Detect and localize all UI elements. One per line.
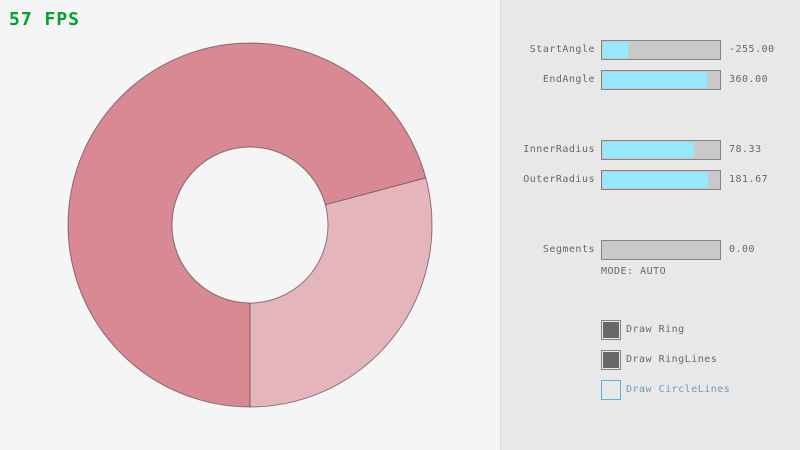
checkbox-row-draw-circlelines: Draw CircleLines (601, 380, 800, 400)
innerradius-value: 78.33 (729, 144, 762, 155)
startangle-slider-fill (603, 42, 629, 58)
checkbox-row-draw-ringlines: Draw RingLines (601, 350, 800, 370)
endangle-slider-fill (603, 72, 708, 88)
startangle-sliderbar[interactable] (601, 40, 721, 60)
draw-circlelines-label: Draw CircleLines (626, 384, 731, 395)
ring-light-sector (250, 177, 432, 407)
ring-cap-line-start (325, 177, 426, 206)
slider-row-innerradius: InnerRadius 78.33 (501, 140, 800, 160)
draw-ring-checkbox[interactable] (601, 320, 621, 340)
outerradius-value: 181.67 (729, 174, 769, 185)
segments-value: 0.00 (729, 244, 756, 255)
innerradius-sliderbar[interactable] (601, 140, 721, 160)
fps-counter: 57 FPS (9, 9, 81, 30)
outerradius-label: OuterRadius (523, 174, 595, 185)
innerradius-label: InnerRadius (523, 144, 595, 155)
slider-row-segments: Segments 0.00 (501, 240, 800, 260)
innerradius-slider-fill (603, 142, 694, 158)
checkbox-row-draw-ring: Draw Ring (601, 320, 800, 340)
outerradius-sliderbar[interactable] (601, 170, 721, 190)
draw-ringlines-checkbox[interactable] (601, 350, 621, 370)
segments-sliderbar[interactable] (601, 240, 721, 260)
ring-outline-outer (67, 42, 433, 408)
outerradius-slider-fill (603, 172, 709, 188)
control-panel: StartAngle -255.00 EndAngle 360.00 Inner… (500, 0, 800, 450)
endangle-label: EndAngle (542, 74, 595, 85)
draw-ringlines-checkmark (603, 352, 619, 368)
mode-text: MODE: AUTO (601, 266, 667, 277)
draw-ring-label: Draw Ring (626, 324, 685, 335)
slider-row-startangle: StartAngle -255.00 (501, 40, 800, 60)
endangle-value: 360.00 (729, 74, 769, 85)
startangle-value: -255.00 (729, 44, 775, 55)
slider-row-endangle: EndAngle 360.00 (501, 70, 800, 90)
ring-outline-inner (171, 146, 329, 304)
startangle-label: StartAngle (529, 44, 595, 55)
slider-row-outerradius: OuterRadius 181.67 (501, 170, 800, 190)
draw-ring-checkmark (603, 322, 619, 338)
draw-circlelines-checkbox[interactable] (601, 380, 621, 400)
segments-label: Segments (542, 244, 595, 255)
draw-ringlines-label: Draw RingLines (626, 354, 718, 365)
endangle-sliderbar[interactable] (601, 70, 721, 90)
